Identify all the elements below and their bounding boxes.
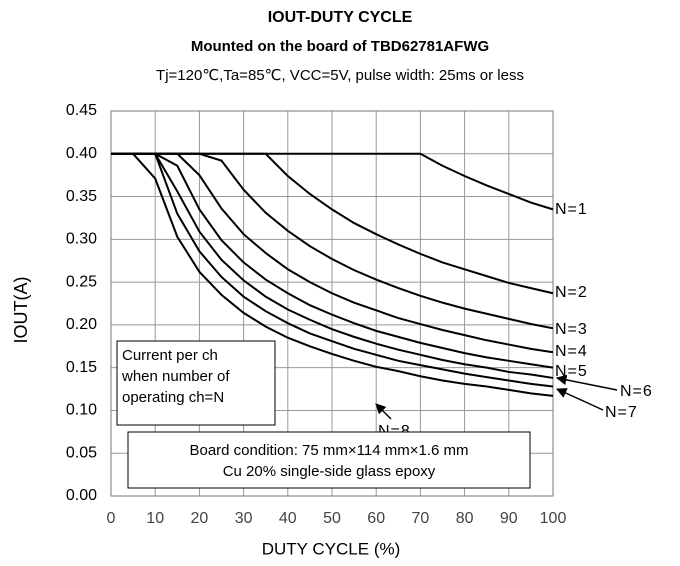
series-label: N=7 xyxy=(605,404,638,421)
annotation-text: when number of xyxy=(121,368,230,385)
series-label: N=6 xyxy=(620,383,653,400)
x-tick-label: 90 xyxy=(500,510,518,527)
y-tick-label: 0.45 xyxy=(66,102,97,119)
chart-title: IOUT-DUTY CYCLE xyxy=(268,9,413,26)
annotation-text: Board condition: 75 mm×114 mm×1.6 mm xyxy=(189,442,468,459)
series-label: N=4 xyxy=(555,343,588,360)
x-tick-label: 20 xyxy=(191,510,209,527)
y-tick-label: 0.25 xyxy=(66,273,97,290)
y-tick-label: 0.05 xyxy=(66,444,97,461)
series-label: N=5 xyxy=(555,363,588,380)
chart-subtitle: Mounted on the board of TBD62781AFWG xyxy=(191,38,489,55)
y-tick-label: 0.35 xyxy=(66,188,97,205)
y-axis-label: IOUT(A) xyxy=(11,277,31,344)
x-tick-label: 70 xyxy=(412,510,430,527)
x-axis-label: DUTY CYCLE (%) xyxy=(262,539,401,558)
series-line xyxy=(111,152,554,388)
annotation-text: operating ch=N xyxy=(122,389,224,406)
x-tick-label: 80 xyxy=(456,510,474,527)
x-tick-label: 60 xyxy=(367,510,385,527)
label-arrow xyxy=(375,403,392,420)
annotation-text: Cu 20% single-side glass epoxy xyxy=(223,463,436,480)
label-arrow xyxy=(556,388,604,411)
annotation-text: Current per ch xyxy=(122,347,218,364)
x-tick-label: 10 xyxy=(146,510,164,527)
series-line xyxy=(111,152,554,397)
series-line xyxy=(111,152,554,330)
annotation-box xyxy=(127,431,531,489)
y-tick-label: 0.15 xyxy=(66,359,97,376)
x-tick-label: 100 xyxy=(540,510,567,527)
y-tick-label: 0.00 xyxy=(66,487,97,504)
y-tick-label: 0.10 xyxy=(66,402,97,419)
series-label: N=2 xyxy=(555,284,588,301)
x-tick-label: 40 xyxy=(279,510,297,527)
y-tick-label: 0.30 xyxy=(66,231,97,248)
series-label: N=1 xyxy=(555,201,588,218)
x-tick-label: 30 xyxy=(235,510,253,527)
annotation-box xyxy=(116,340,276,426)
label-arrow xyxy=(555,374,618,391)
series-line xyxy=(111,152,554,379)
x-tick-label: 50 xyxy=(323,510,341,527)
series-label: N=3 xyxy=(555,321,588,338)
y-tick-label: 0.40 xyxy=(66,145,97,162)
x-tick-label: 0 xyxy=(107,510,116,527)
y-tick-label: 0.20 xyxy=(66,316,97,333)
plot-frame xyxy=(110,110,554,497)
series-line xyxy=(111,152,554,354)
series-line xyxy=(111,152,554,369)
conditions: Tj=120℃,Ta=85℃, VCC=5V, pulse width: 25m… xyxy=(156,67,524,84)
